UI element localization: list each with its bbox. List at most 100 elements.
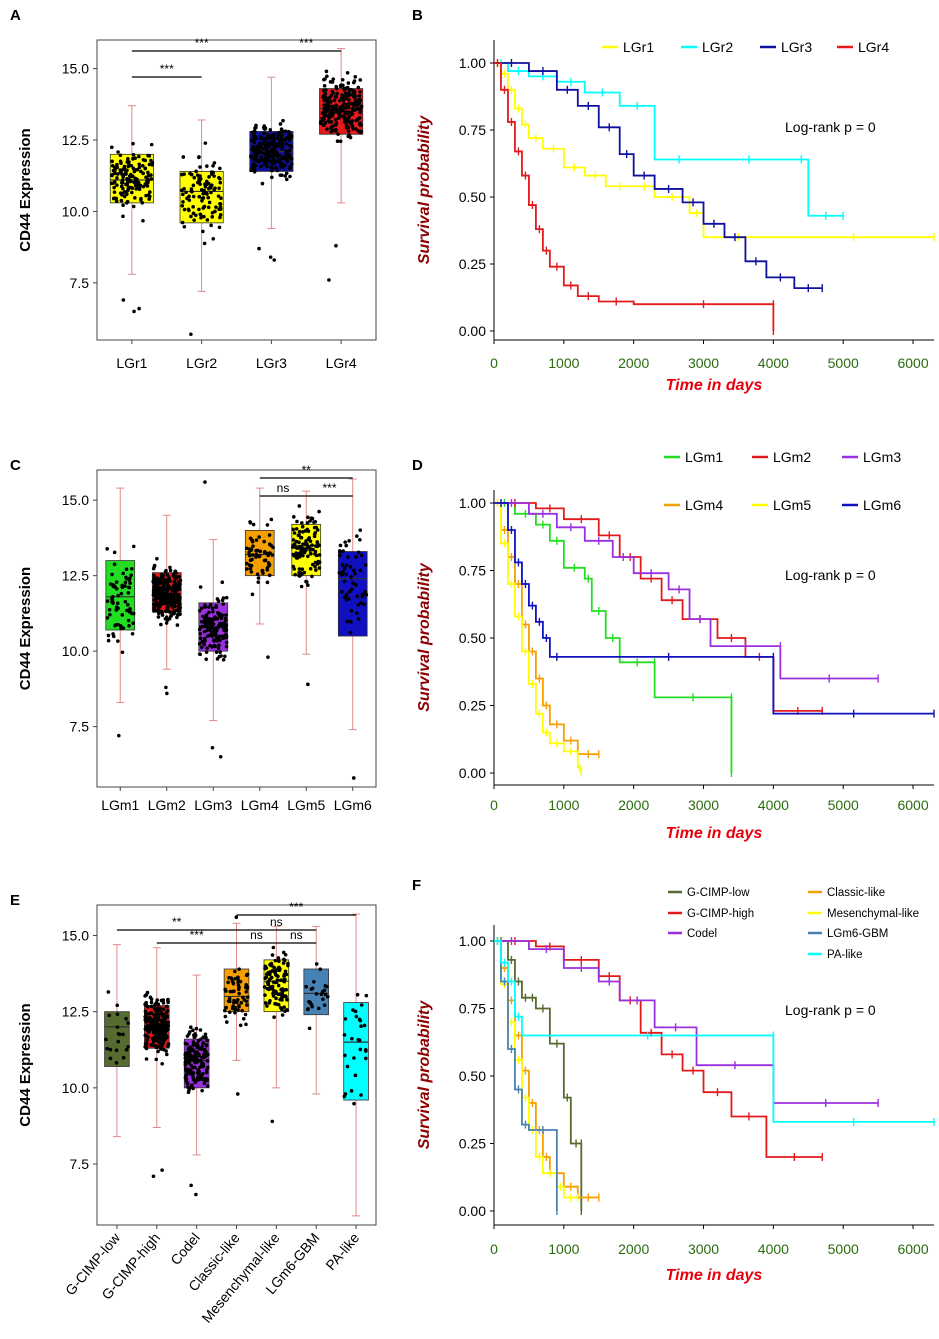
data-point <box>357 116 362 120</box>
data-point <box>214 650 219 654</box>
panel-f: F 0.00 0.25 0.50 0.75 1.00 0 1000 2000 3000 4000 50… <box>412 877 935 1284</box>
data-point <box>282 163 287 167</box>
data-point <box>351 581 355 586</box>
data-point <box>145 1038 149 1042</box>
data-point <box>219 616 224 621</box>
data-point <box>182 224 187 229</box>
data-point <box>235 997 240 1002</box>
data-point <box>154 576 159 581</box>
data-point <box>177 608 182 613</box>
data-point <box>300 546 305 551</box>
significance-label: ** <box>302 463 312 477</box>
data-point <box>134 187 138 191</box>
y-tick-label: 0.25 <box>459 256 486 272</box>
data-point <box>303 529 308 533</box>
km-series-lgr3 <box>494 59 823 293</box>
data-point <box>110 596 115 601</box>
data-point <box>219 654 223 658</box>
panel-label: B <box>412 7 423 24</box>
data-point <box>105 616 110 620</box>
data-point <box>272 138 276 143</box>
x-tick-label: 4000 <box>758 1241 789 1257</box>
data-point <box>168 568 173 573</box>
data-point <box>297 529 302 534</box>
data-point <box>125 199 130 204</box>
data-point <box>295 519 299 524</box>
data-point <box>197 1069 201 1074</box>
data-point <box>323 983 328 988</box>
data-point <box>281 129 285 134</box>
data-point <box>110 572 114 577</box>
data-point <box>197 652 202 656</box>
data-point <box>212 639 217 643</box>
data-point <box>181 192 185 197</box>
data-point <box>257 554 261 559</box>
data-point <box>141 157 146 162</box>
data-point <box>201 1035 206 1039</box>
data-point <box>177 580 182 585</box>
data-point <box>141 218 145 223</box>
data-point <box>121 214 125 219</box>
data-point <box>192 1054 197 1059</box>
data-point <box>119 198 124 203</box>
data-point <box>329 120 334 124</box>
data-point <box>253 163 258 168</box>
data-point <box>210 211 215 215</box>
x-tick-label: 5000 <box>828 355 859 371</box>
data-point <box>134 179 138 184</box>
data-point <box>165 1004 169 1009</box>
data-point <box>124 1047 129 1052</box>
y-tick-label: 0.50 <box>459 189 486 205</box>
km-series-lgm6 <box>494 499 935 718</box>
data-point <box>359 553 364 558</box>
data-point <box>227 1010 232 1014</box>
data-point <box>144 1046 149 1051</box>
data-point <box>356 617 361 621</box>
data-point <box>263 127 267 131</box>
data-point <box>342 94 347 99</box>
panel-label: E <box>10 892 20 909</box>
data-point <box>187 1068 192 1073</box>
data-point <box>209 185 213 190</box>
data-point <box>157 591 162 596</box>
data-point <box>131 141 135 146</box>
data-point <box>159 998 164 1003</box>
box-lgm2: LGm2 <box>148 514 186 813</box>
data-point <box>297 540 301 545</box>
data-point <box>325 74 329 79</box>
legend-label: G-CIMP-low <box>687 887 750 899</box>
data-point <box>288 174 292 179</box>
data-point <box>248 558 253 563</box>
outlier-point <box>218 755 223 759</box>
data-point <box>123 170 128 175</box>
data-point <box>269 985 273 990</box>
data-point <box>318 121 323 126</box>
y-tick-label: 1.00 <box>459 495 486 511</box>
data-point <box>115 1025 120 1029</box>
data-point <box>170 600 175 605</box>
data-point <box>126 585 131 590</box>
data-point <box>292 567 297 571</box>
data-point <box>262 137 267 141</box>
data-point <box>160 610 164 614</box>
data-point <box>259 135 263 139</box>
data-point <box>149 1043 153 1047</box>
data-point <box>131 621 135 626</box>
data-point <box>221 657 226 662</box>
data-point <box>347 120 351 124</box>
data-point <box>174 600 179 604</box>
data-point <box>127 174 132 178</box>
data-point <box>110 159 114 164</box>
data-point <box>149 177 154 181</box>
y-tick-label: 0.25 <box>459 698 486 714</box>
data-point <box>278 143 282 148</box>
data-point <box>122 166 127 170</box>
y-axis-title: Survival probability <box>416 562 433 712</box>
data-point <box>218 180 223 185</box>
data-point <box>127 578 131 582</box>
data-point <box>154 1057 159 1062</box>
data-point <box>271 988 276 992</box>
data-point <box>188 1025 193 1029</box>
data-point <box>269 149 274 154</box>
data-point <box>129 163 134 168</box>
